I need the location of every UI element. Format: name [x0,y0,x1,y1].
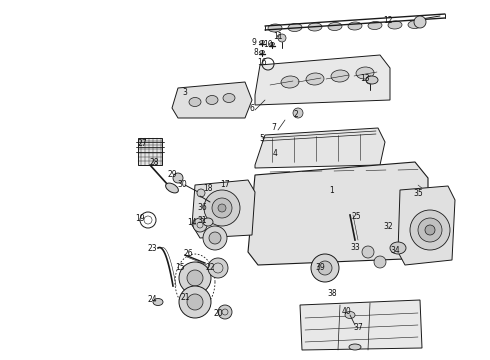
Ellipse shape [345,311,355,319]
Ellipse shape [349,344,361,350]
Circle shape [362,246,374,258]
Circle shape [179,262,211,294]
Ellipse shape [153,298,163,306]
Ellipse shape [268,24,282,32]
Ellipse shape [281,76,299,88]
Circle shape [311,254,339,282]
Polygon shape [248,162,428,265]
Ellipse shape [277,35,283,37]
Text: 6: 6 [249,104,254,113]
Polygon shape [192,180,255,238]
Text: 18: 18 [203,184,213,193]
Circle shape [218,204,226,212]
Ellipse shape [331,70,349,82]
Polygon shape [398,186,455,265]
Text: 30: 30 [177,180,187,189]
Text: 16: 16 [257,58,267,67]
Text: 8: 8 [254,48,258,57]
Text: 34: 34 [390,246,400,255]
Text: 38: 38 [327,289,337,298]
Text: 5: 5 [260,134,265,143]
Ellipse shape [356,67,374,79]
Circle shape [366,76,374,84]
Text: 2: 2 [294,109,298,118]
Text: 9: 9 [251,37,256,46]
Text: 10: 10 [263,40,273,49]
Text: 4: 4 [272,149,277,158]
Circle shape [204,190,240,226]
Circle shape [197,189,205,197]
Ellipse shape [390,242,406,254]
Polygon shape [300,300,422,350]
Circle shape [179,286,211,318]
Circle shape [425,225,435,235]
Ellipse shape [306,73,324,85]
Ellipse shape [288,23,302,32]
Circle shape [187,270,203,286]
Text: 19: 19 [135,213,145,222]
Polygon shape [255,128,385,168]
Circle shape [218,305,232,319]
Ellipse shape [388,21,402,29]
Ellipse shape [270,42,274,45]
Text: 23: 23 [147,243,157,252]
Ellipse shape [348,22,362,30]
Text: 27: 27 [137,139,147,148]
Polygon shape [172,82,252,118]
Ellipse shape [366,76,378,84]
Circle shape [173,173,183,183]
Circle shape [212,198,232,218]
Ellipse shape [189,98,201,107]
Text: 21: 21 [180,293,190,302]
Circle shape [193,218,207,232]
Text: 36: 36 [197,202,207,212]
Text: 33: 33 [350,243,360,252]
Circle shape [187,294,203,310]
Ellipse shape [308,23,322,31]
Ellipse shape [328,22,342,31]
Circle shape [318,261,332,275]
Ellipse shape [223,94,235,103]
Circle shape [209,232,221,244]
Polygon shape [138,138,162,165]
Circle shape [208,258,228,278]
Ellipse shape [206,95,218,104]
Ellipse shape [166,183,178,193]
Text: 20: 20 [213,310,223,319]
Text: 11: 11 [273,32,283,41]
Text: 12: 12 [383,15,393,24]
Ellipse shape [368,22,382,30]
Circle shape [278,34,286,42]
Ellipse shape [260,50,265,54]
Text: 37: 37 [353,323,363,332]
Circle shape [293,108,303,118]
Text: 15: 15 [175,264,185,273]
Circle shape [203,226,227,250]
Text: 22: 22 [205,264,215,273]
Text: 25: 25 [351,212,361,220]
Text: 35: 35 [413,189,423,198]
Text: 29: 29 [167,170,177,179]
Text: 39: 39 [315,262,325,271]
Polygon shape [255,55,390,105]
Ellipse shape [203,218,213,226]
Ellipse shape [260,40,265,44]
Text: 13: 13 [360,73,370,82]
Text: 1: 1 [330,185,334,194]
Text: 26: 26 [183,249,193,258]
Circle shape [418,218,442,242]
Circle shape [410,210,450,250]
Text: 3: 3 [183,87,188,96]
Text: 40: 40 [342,306,352,315]
Text: 32: 32 [383,221,393,230]
Text: 28: 28 [149,158,159,166]
Text: 14: 14 [187,217,197,226]
Text: 17: 17 [220,180,230,189]
Text: 31: 31 [197,216,207,225]
Circle shape [414,16,426,28]
Ellipse shape [408,21,422,28]
Text: 24: 24 [147,296,157,305]
Circle shape [374,256,386,268]
Text: 7: 7 [271,122,276,131]
